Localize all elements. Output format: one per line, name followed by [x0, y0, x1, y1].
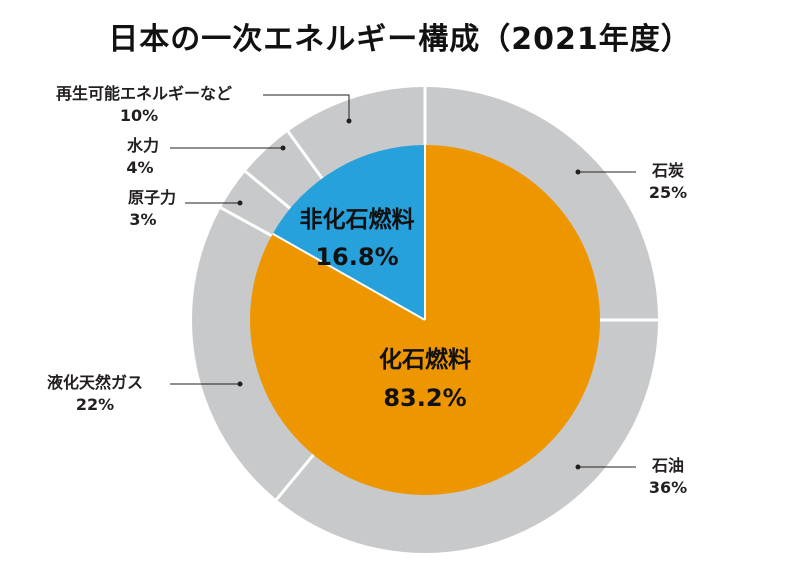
leader-dot-renewables: [346, 118, 352, 124]
label-fossil-value: 83.2%: [383, 384, 466, 412]
chart-title: 日本の一次エネルギー構成（2021年度）: [108, 22, 692, 57]
label-lng-name: 液化天然ガス: [47, 373, 143, 392]
label-oil-name: 石油: [651, 456, 684, 475]
outer-divider: [285, 128, 324, 180]
label-nuclear-name: 原子力: [128, 188, 176, 207]
label-coal-name: 石炭: [651, 161, 684, 180]
leader-dot-lng: [237, 381, 243, 387]
label-hydro-value: 4%: [126, 158, 153, 177]
label-renewables-value: 10%: [120, 106, 158, 125]
label-non-fossil-value: 16.8%: [315, 243, 398, 271]
inner-slice-non-fossil: [272, 145, 425, 320]
leader-dot-hydro: [280, 145, 286, 151]
label-renewables-name: 再生可能エネルギーなど: [56, 84, 232, 103]
label-coal-value: 25%: [649, 183, 687, 202]
label-oil-value: 36%: [649, 478, 687, 497]
leader-dot-oil: [575, 464, 581, 470]
label-fossil-name: 化石燃料: [379, 346, 471, 373]
label-nuclear-value: 3%: [129, 210, 156, 229]
label-lng-value: 22%: [76, 395, 114, 414]
outer-divider: [218, 205, 273, 238]
outer-divider: [242, 169, 292, 210]
leader-dot-coal: [575, 169, 581, 175]
label-non-fossil-name: 非化石燃料: [300, 206, 415, 233]
label-hydro-name: 水力: [127, 136, 159, 155]
leader-line-renewables: [263, 94, 350, 121]
outer-divider: [274, 453, 315, 503]
leader-dot-nuclear: [237, 200, 243, 206]
inner-divider: [272, 232, 426, 321]
